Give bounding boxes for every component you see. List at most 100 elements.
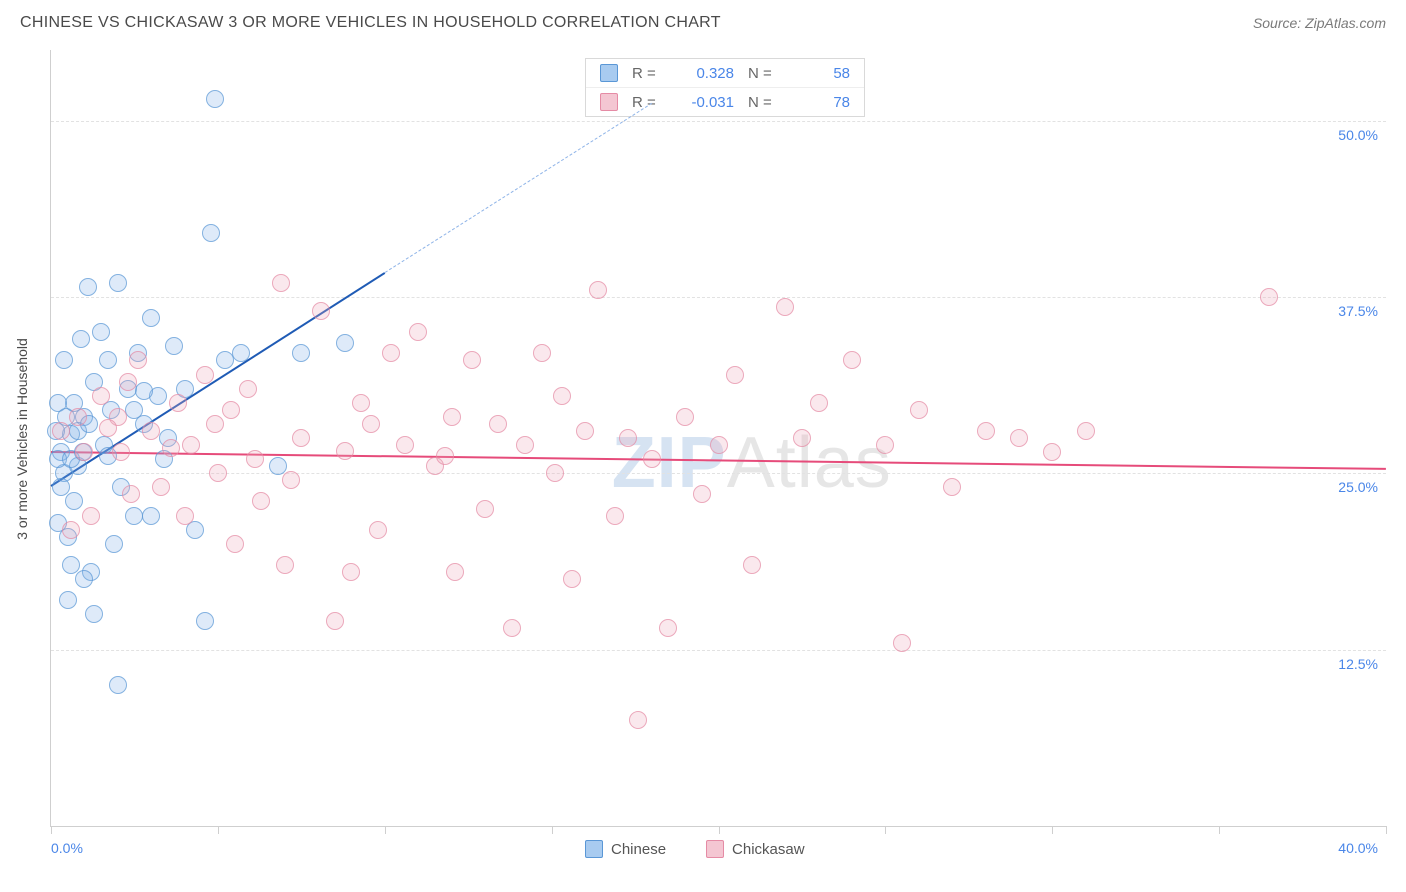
data-point [99,351,117,369]
x-tick [885,826,886,834]
data-point [563,570,581,588]
data-point [182,436,200,454]
data-point [629,711,647,729]
gridline [51,121,1386,122]
swatch-icon [706,840,724,858]
chart-area: 3 or more Vehicles in Household ZIPAtlas… [50,50,1386,827]
data-point [72,330,90,348]
data-point [142,309,160,327]
data-point [489,415,507,433]
data-point [476,500,494,518]
data-point [142,422,160,440]
data-point [276,556,294,574]
data-point [125,507,143,525]
data-point [282,471,300,489]
data-point [292,344,310,362]
y-tick-label: 50.0% [1338,127,1378,143]
data-point [99,419,117,437]
legend-label: Chickasaw [732,841,805,858]
data-point [62,556,80,574]
data-point [252,492,270,510]
data-point [396,436,414,454]
data-point [369,521,387,539]
data-point [152,478,170,496]
x-tick [1219,826,1220,834]
data-point [619,429,637,447]
data-point [659,619,677,637]
data-point [269,457,287,475]
gridline [51,650,1386,651]
data-point [446,563,464,581]
data-point [209,464,227,482]
stat-label: N = [748,94,776,111]
data-point [436,447,454,465]
x-tick [1052,826,1053,834]
data-point [292,429,310,447]
data-point [362,415,380,433]
data-point [776,298,794,316]
data-point [743,556,761,574]
data-point [69,408,87,426]
stats-box: R = 0.328 N = 58 R = -0.031 N = 78 [585,58,865,117]
data-point [75,443,93,461]
data-point [196,366,214,384]
y-tick-label: 37.5% [1338,303,1378,319]
data-point [516,436,534,454]
data-point [92,387,110,405]
data-point [272,274,290,292]
data-point [409,323,427,341]
x-tick [385,826,386,834]
data-point [119,373,137,391]
stat-r-value: 0.328 [674,65,734,82]
x-tick [218,826,219,834]
legend-item-chickasaw: Chickasaw [706,840,805,858]
data-point [109,676,127,694]
data-point [202,224,220,242]
data-point [1077,422,1095,440]
data-point [352,394,370,412]
data-point [312,302,330,320]
plot-region: ZIPAtlas R = 0.328 N = 58 R = -0.031 N =… [50,50,1386,827]
data-point [82,507,100,525]
data-point [226,535,244,553]
data-point [142,507,160,525]
data-point [676,408,694,426]
data-point [726,366,744,384]
data-point [216,351,234,369]
data-point [533,344,551,362]
data-point [165,337,183,355]
x-tick [552,826,553,834]
data-point [576,422,594,440]
stat-label: R = [632,94,660,111]
data-point [977,422,995,440]
legend: Chinese Chickasaw [585,840,805,858]
data-point [503,619,521,637]
y-axis-label: 3 or more Vehicles in Household [14,338,30,540]
data-point [793,429,811,447]
data-point [336,334,354,352]
data-point [810,394,828,412]
data-point [65,492,83,510]
data-point [1043,443,1061,461]
data-point [546,464,564,482]
data-point [55,351,73,369]
source-label: Source: ZipAtlas.com [1253,15,1386,31]
data-point [606,507,624,525]
data-point [52,478,70,496]
x-tick [719,826,720,834]
swatch-icon [600,93,618,111]
data-point [196,612,214,630]
stat-n-value: 58 [790,65,850,82]
data-point [710,436,728,454]
data-point [109,274,127,292]
data-point [105,535,123,553]
stat-label: N = [748,65,776,82]
stat-r-value: -0.031 [674,94,734,111]
data-point [206,90,224,108]
data-point [125,401,143,419]
data-point [910,401,928,419]
data-point [112,443,130,461]
data-point [92,323,110,341]
stats-row-chinese: R = 0.328 N = 58 [586,59,864,87]
x-max-label: 40.0% [1338,840,1378,856]
